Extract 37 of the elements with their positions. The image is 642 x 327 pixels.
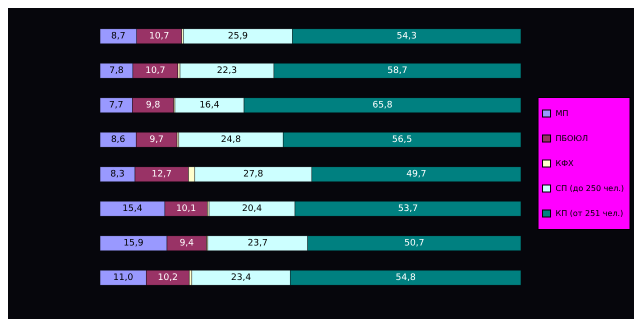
- data-label: 20,4: [242, 204, 262, 214]
- data-label: 49,7: [406, 169, 426, 180]
- data-label: 8,3: [110, 169, 125, 180]
- data-label: 23,4: [231, 272, 252, 283]
- data-label: 65,8: [372, 100, 393, 110]
- data-label: 7,7: [109, 100, 124, 110]
- data-label: 10,2: [158, 272, 178, 283]
- legend-label: ПБОЮЛ: [556, 134, 588, 143]
- data-label: 22,3: [216, 66, 237, 76]
- data-label: 24,8: [220, 134, 242, 145]
- data-label: 58,7: [387, 66, 408, 76]
- data-label: 15,9: [123, 238, 144, 248]
- data-label: 12,7: [152, 169, 172, 180]
- data-label: 56,5: [392, 134, 412, 145]
- data-label: 23,7: [248, 238, 268, 248]
- data-label: 50,7: [404, 238, 424, 248]
- data-label: 54,3: [396, 31, 417, 42]
- data-label: 27,8: [243, 169, 264, 180]
- data-label: 53,7: [398, 204, 418, 214]
- data-label: 9,4: [180, 238, 194, 248]
- data-label: 8,6: [110, 134, 126, 145]
- legend-label: МП: [556, 109, 568, 118]
- data-label: 9,8: [146, 100, 160, 110]
- data-label: 10,1: [176, 204, 196, 214]
- data-label: 15,4: [122, 204, 143, 214]
- data-label: 16,4: [199, 100, 220, 110]
- data-label: 7,8: [109, 66, 124, 76]
- data-label: 8,7: [111, 31, 126, 42]
- legend-label: КП (от 251 чел.): [556, 209, 624, 218]
- data-label: 10,7: [149, 31, 170, 42]
- data-label: 10,7: [145, 66, 166, 76]
- data-label: 11,0: [113, 272, 134, 283]
- data-label: 9,7: [149, 134, 164, 145]
- legend-label: КФХ: [556, 159, 574, 168]
- legend-label: СП (до 250 чел.): [556, 184, 624, 193]
- data-label: 54,8: [396, 272, 416, 283]
- data-label: 25,9: [228, 31, 248, 42]
